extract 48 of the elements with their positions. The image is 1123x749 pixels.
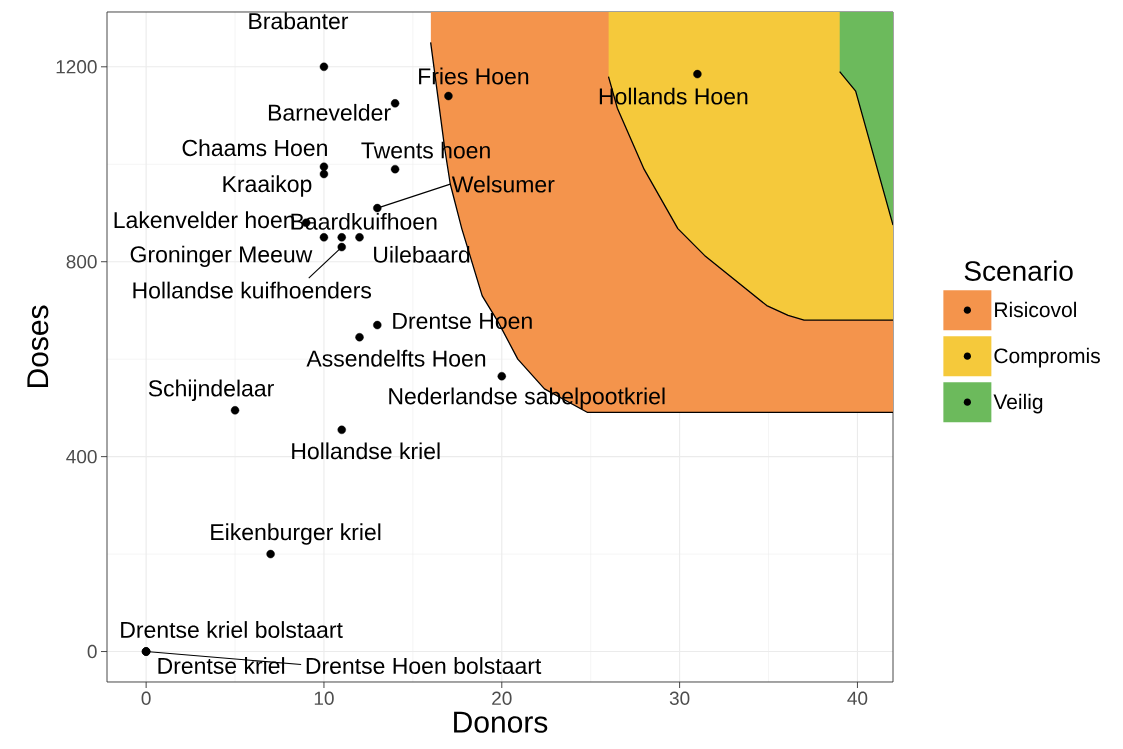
annotation: Hollandse kuifhoenders xyxy=(133,281,372,299)
point xyxy=(373,203,382,213)
y-tick-label: 0 xyxy=(87,644,97,659)
x-tick-label: 0 xyxy=(141,691,151,705)
x-tick-label: 10 xyxy=(314,691,334,705)
point xyxy=(390,164,400,174)
point xyxy=(355,333,364,342)
point xyxy=(373,320,382,330)
annotation: Drentse kriel bolstaart xyxy=(121,621,343,638)
x-axis-title: Donors xyxy=(454,711,548,733)
annotation: Hollandse kriel xyxy=(292,442,440,460)
point xyxy=(693,69,702,79)
legend-label: Risicovol xyxy=(995,301,1076,318)
annotation: Schijndelaar xyxy=(148,379,274,402)
point xyxy=(497,372,506,381)
annotation: Barnevelder xyxy=(268,103,391,121)
annotation: Eikenburger kriel xyxy=(211,523,381,545)
annotation: Kraaikop xyxy=(223,175,312,197)
legend-title: Scenario xyxy=(964,260,1073,281)
point xyxy=(337,425,346,435)
annotation: Drentse kriel xyxy=(158,657,285,674)
point xyxy=(319,169,329,179)
annotation: Assendelfts Hoen xyxy=(306,349,486,367)
point xyxy=(319,162,329,171)
annotation: Groninger Meeuw xyxy=(130,245,313,268)
annotation: Chaams Hoen xyxy=(182,139,327,157)
annotation: Drentse Hoen bolstaart xyxy=(306,657,542,674)
point xyxy=(337,242,346,252)
y-tick-label: 800 xyxy=(66,254,97,269)
x-tick-label: 20 xyxy=(492,691,512,705)
point xyxy=(230,406,240,415)
y-tick-label: 400 xyxy=(66,449,97,464)
point xyxy=(355,233,364,242)
point xyxy=(319,233,329,242)
point xyxy=(390,99,400,108)
y-tick-label: 1200 xyxy=(56,60,97,74)
x-tick-label: 30 xyxy=(669,691,690,705)
point xyxy=(319,62,329,72)
point xyxy=(444,91,453,101)
annotation: Welsumer xyxy=(451,175,555,193)
legend-label: Compromis xyxy=(994,347,1100,368)
point xyxy=(266,549,275,559)
legend-label: Veilig xyxy=(993,393,1043,414)
annotation: Brabanter xyxy=(249,12,349,30)
point xyxy=(337,233,346,242)
y-axis-title: Doses xyxy=(27,305,49,388)
annotation: Uilebaard xyxy=(374,245,470,263)
x-tick-label: 40 xyxy=(847,691,868,705)
